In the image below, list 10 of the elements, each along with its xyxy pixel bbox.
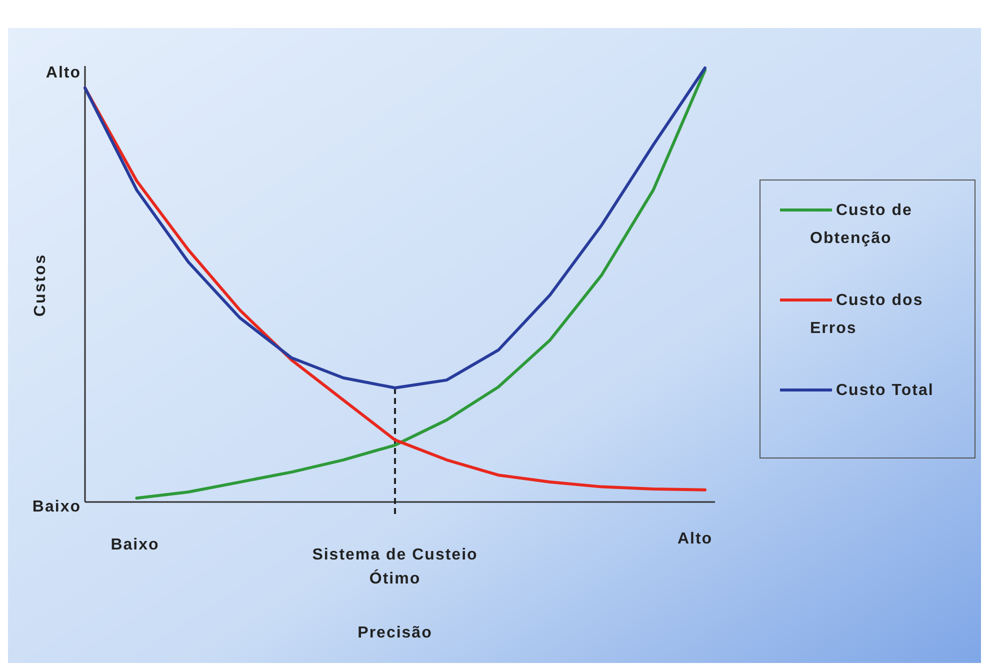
legend-label: Custo dos Erros <box>810 292 924 337</box>
text: Alto <box>46 64 81 82</box>
text: Baixo <box>110 536 160 554</box>
legend-label: Custo de Obtenção <box>810 202 912 247</box>
legend-label: Custo Total <box>836 382 934 399</box>
text: Baixo <box>32 498 81 516</box>
text: Alto <box>677 530 713 548</box>
text: Sistema de Custeio Ótimo <box>312 546 478 588</box>
y-axis-title: Custos <box>32 253 49 317</box>
text: Precisão <box>358 624 432 642</box>
